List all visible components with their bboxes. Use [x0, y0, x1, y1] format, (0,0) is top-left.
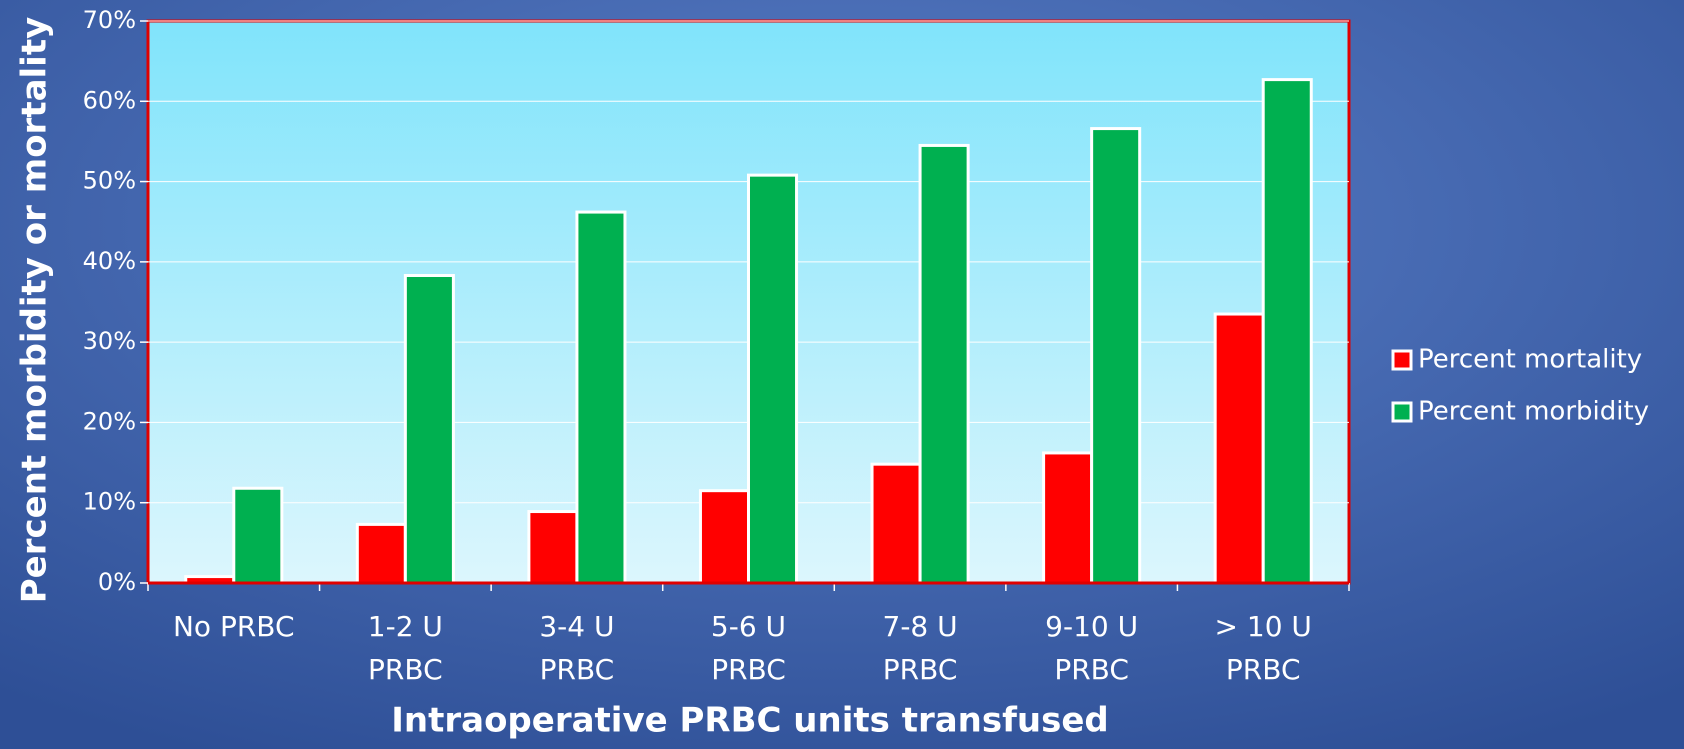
- x-tick-label: PRBC: [711, 653, 786, 686]
- x-tick-label: PRBC: [368, 653, 443, 686]
- y-axis-title: Percent morbidity or mortality: [15, 17, 55, 603]
- bar: [870, 462, 922, 585]
- x-axis-title: Intraoperative PRBC units transfused: [391, 701, 1109, 741]
- legend-label: Percent morbidity: [1418, 397, 1649, 427]
- x-tick-label: PRBC: [540, 653, 615, 686]
- legend-marker: [1391, 349, 1413, 371]
- x-tick-label: > 10 U: [1215, 610, 1312, 643]
- x-tick-label: 1-2 U: [368, 610, 443, 643]
- x-tick-label: 3-4 U: [539, 610, 614, 643]
- y-tick-label: 40%: [83, 247, 136, 275]
- x-tick-label: PRBC: [1226, 653, 1301, 686]
- y-tick-label: 30%: [83, 327, 136, 355]
- bar: [747, 173, 799, 585]
- bar: [1261, 78, 1313, 585]
- bar: [698, 489, 751, 585]
- x-tick-label: 9-10 U: [1045, 610, 1138, 643]
- legend-marker: [1391, 401, 1413, 423]
- x-tick-label: 7-8 U: [883, 610, 958, 643]
- y-tick-label: 0%: [98, 568, 136, 596]
- y-tick-label: 50%: [83, 167, 136, 195]
- bar: [355, 522, 407, 585]
- bar: [1042, 451, 1094, 585]
- y-tick-label: 10%: [83, 488, 136, 516]
- bar: [575, 210, 627, 585]
- y-tick-label: 60%: [83, 86, 136, 114]
- bar: [232, 486, 284, 585]
- x-tick-label: PRBC: [1054, 653, 1129, 686]
- y-tick-label: 20%: [83, 407, 136, 435]
- x-tick-label: PRBC: [883, 653, 958, 686]
- bar: [527, 510, 579, 585]
- bar: [918, 143, 970, 585]
- y-tick-label: 70%: [83, 6, 136, 34]
- bar: [403, 274, 455, 585]
- bar: [1090, 127, 1142, 585]
- legend-label: Percent mortality: [1418, 345, 1642, 375]
- bar: [1213, 312, 1265, 585]
- x-tick-label: 5-6 U: [711, 610, 786, 643]
- x-tick-label: No PRBC: [173, 610, 295, 643]
